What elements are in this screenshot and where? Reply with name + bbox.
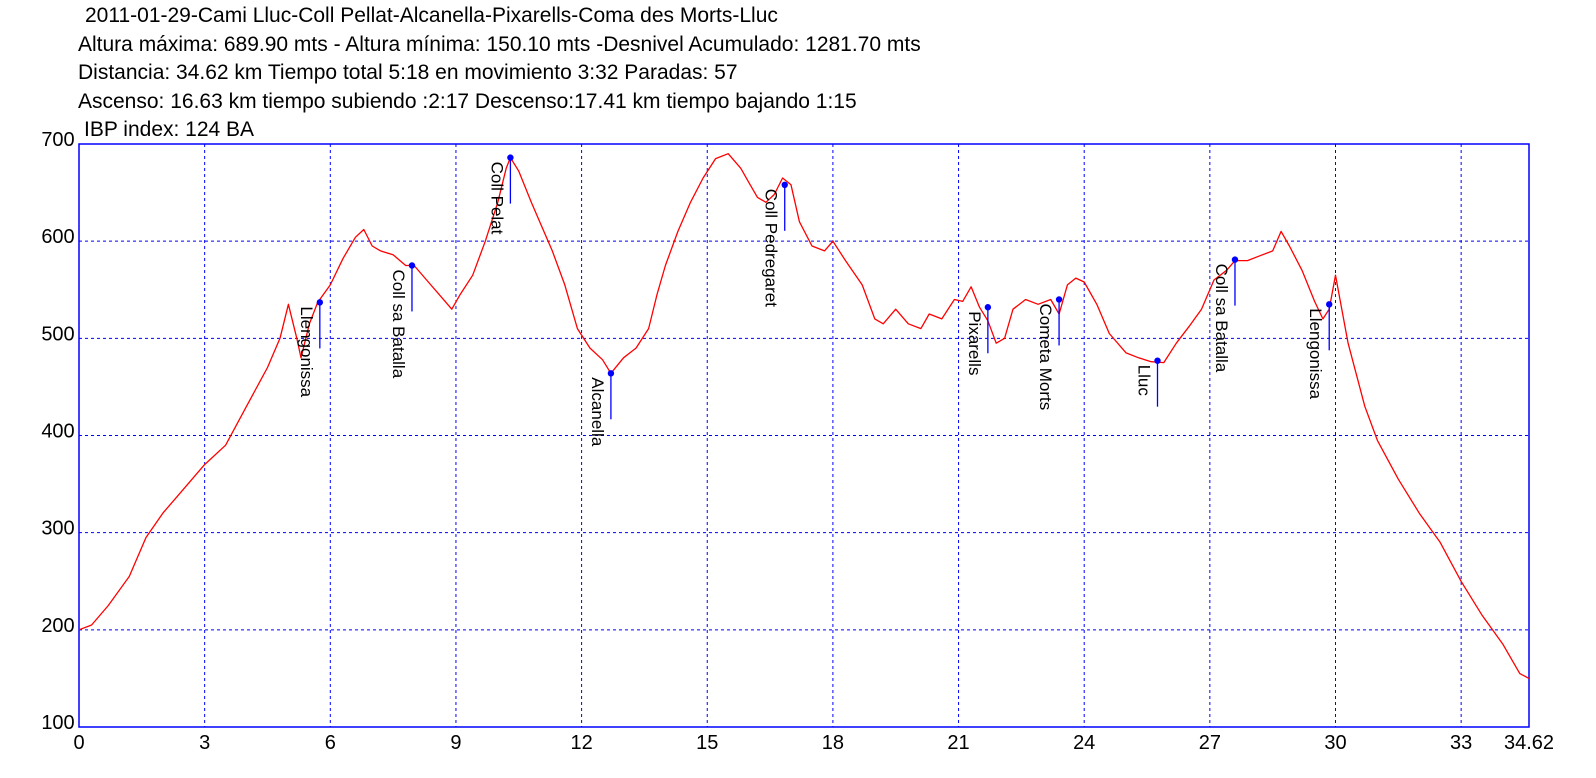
waypoint-marker bbox=[408, 262, 416, 269]
waypoint-marker bbox=[607, 370, 615, 377]
y-tick-label: 500 bbox=[41, 323, 74, 345]
altitude-summary: Altura máxima: 689.90 mts - Altura mínim… bbox=[78, 33, 921, 56]
waypoint-label: Lluc bbox=[1135, 365, 1154, 397]
x-tick-label: 18 bbox=[822, 732, 844, 754]
distance-summary: Distancia: 34.62 km Tiempo total 5:18 en… bbox=[78, 61, 738, 84]
y-tick-label: 300 bbox=[41, 518, 74, 540]
waypoint-label: Coll Pedregaret bbox=[762, 189, 781, 307]
x-tick-label: 0 bbox=[73, 732, 84, 754]
waypoint-label: Coll sa Batalla bbox=[1212, 264, 1231, 373]
y-tick-label: 100 bbox=[41, 712, 74, 734]
waypoint-label: Cometa Morts bbox=[1036, 304, 1055, 411]
x-tick-label: 30 bbox=[1324, 732, 1346, 754]
x-tick-label: 12 bbox=[570, 732, 592, 754]
x-tick-label: 6 bbox=[325, 732, 336, 754]
x-tick-label: 15 bbox=[696, 732, 718, 754]
ascent-summary: Ascenso: 16.63 km tiempo subiendo :2:17 … bbox=[78, 90, 857, 113]
plot-frame bbox=[78, 143, 1530, 728]
waypoint-label: Coll Pelat bbox=[487, 162, 506, 235]
y-tick-label: 700 bbox=[41, 129, 74, 151]
waypoint-label: Coll sa Batalla bbox=[389, 270, 408, 379]
x-tick-label: 9 bbox=[450, 732, 461, 754]
waypoint-marker bbox=[507, 154, 514, 161]
y-tick-label: 200 bbox=[41, 615, 74, 637]
x-tick-label: 3 bbox=[199, 732, 210, 754]
waypoint-marker bbox=[1231, 256, 1239, 263]
x-tick-label: 24 bbox=[1073, 732, 1095, 754]
chart-title: 2011-01-29-Cami Lluc-Coll Pellat-Alcanel… bbox=[85, 4, 778, 27]
waypoint-label: Pixarells bbox=[965, 311, 984, 375]
ibp-index: IBP index: 124 BA bbox=[84, 118, 255, 141]
waypoint-marker bbox=[316, 299, 324, 306]
waypoint-label: Llengonissa bbox=[1306, 308, 1325, 399]
waypoint-marker bbox=[1154, 357, 1161, 364]
elevation-line bbox=[78, 153, 1530, 679]
y-tick-label: 400 bbox=[41, 421, 74, 443]
waypoint-marker bbox=[1055, 296, 1063, 303]
x-tick-label: 27 bbox=[1199, 732, 1221, 754]
waypoint-marker bbox=[781, 181, 788, 189]
waypoint-marker bbox=[1326, 301, 1333, 308]
waypoint-marker bbox=[984, 304, 992, 311]
x-tick-label: 21 bbox=[947, 732, 969, 754]
x-tick-label: 34.62 bbox=[1504, 732, 1554, 754]
x-tick-label: 33 bbox=[1450, 732, 1472, 754]
waypoint-label: Llengonissa bbox=[297, 306, 316, 397]
y-tick-label: 600 bbox=[41, 226, 74, 248]
waypoint-label: Alcanella bbox=[588, 377, 607, 447]
chart-header: 2011-01-29-Cami Lluc-Coll Pellat-Alcanel… bbox=[0, 0, 1596, 141]
